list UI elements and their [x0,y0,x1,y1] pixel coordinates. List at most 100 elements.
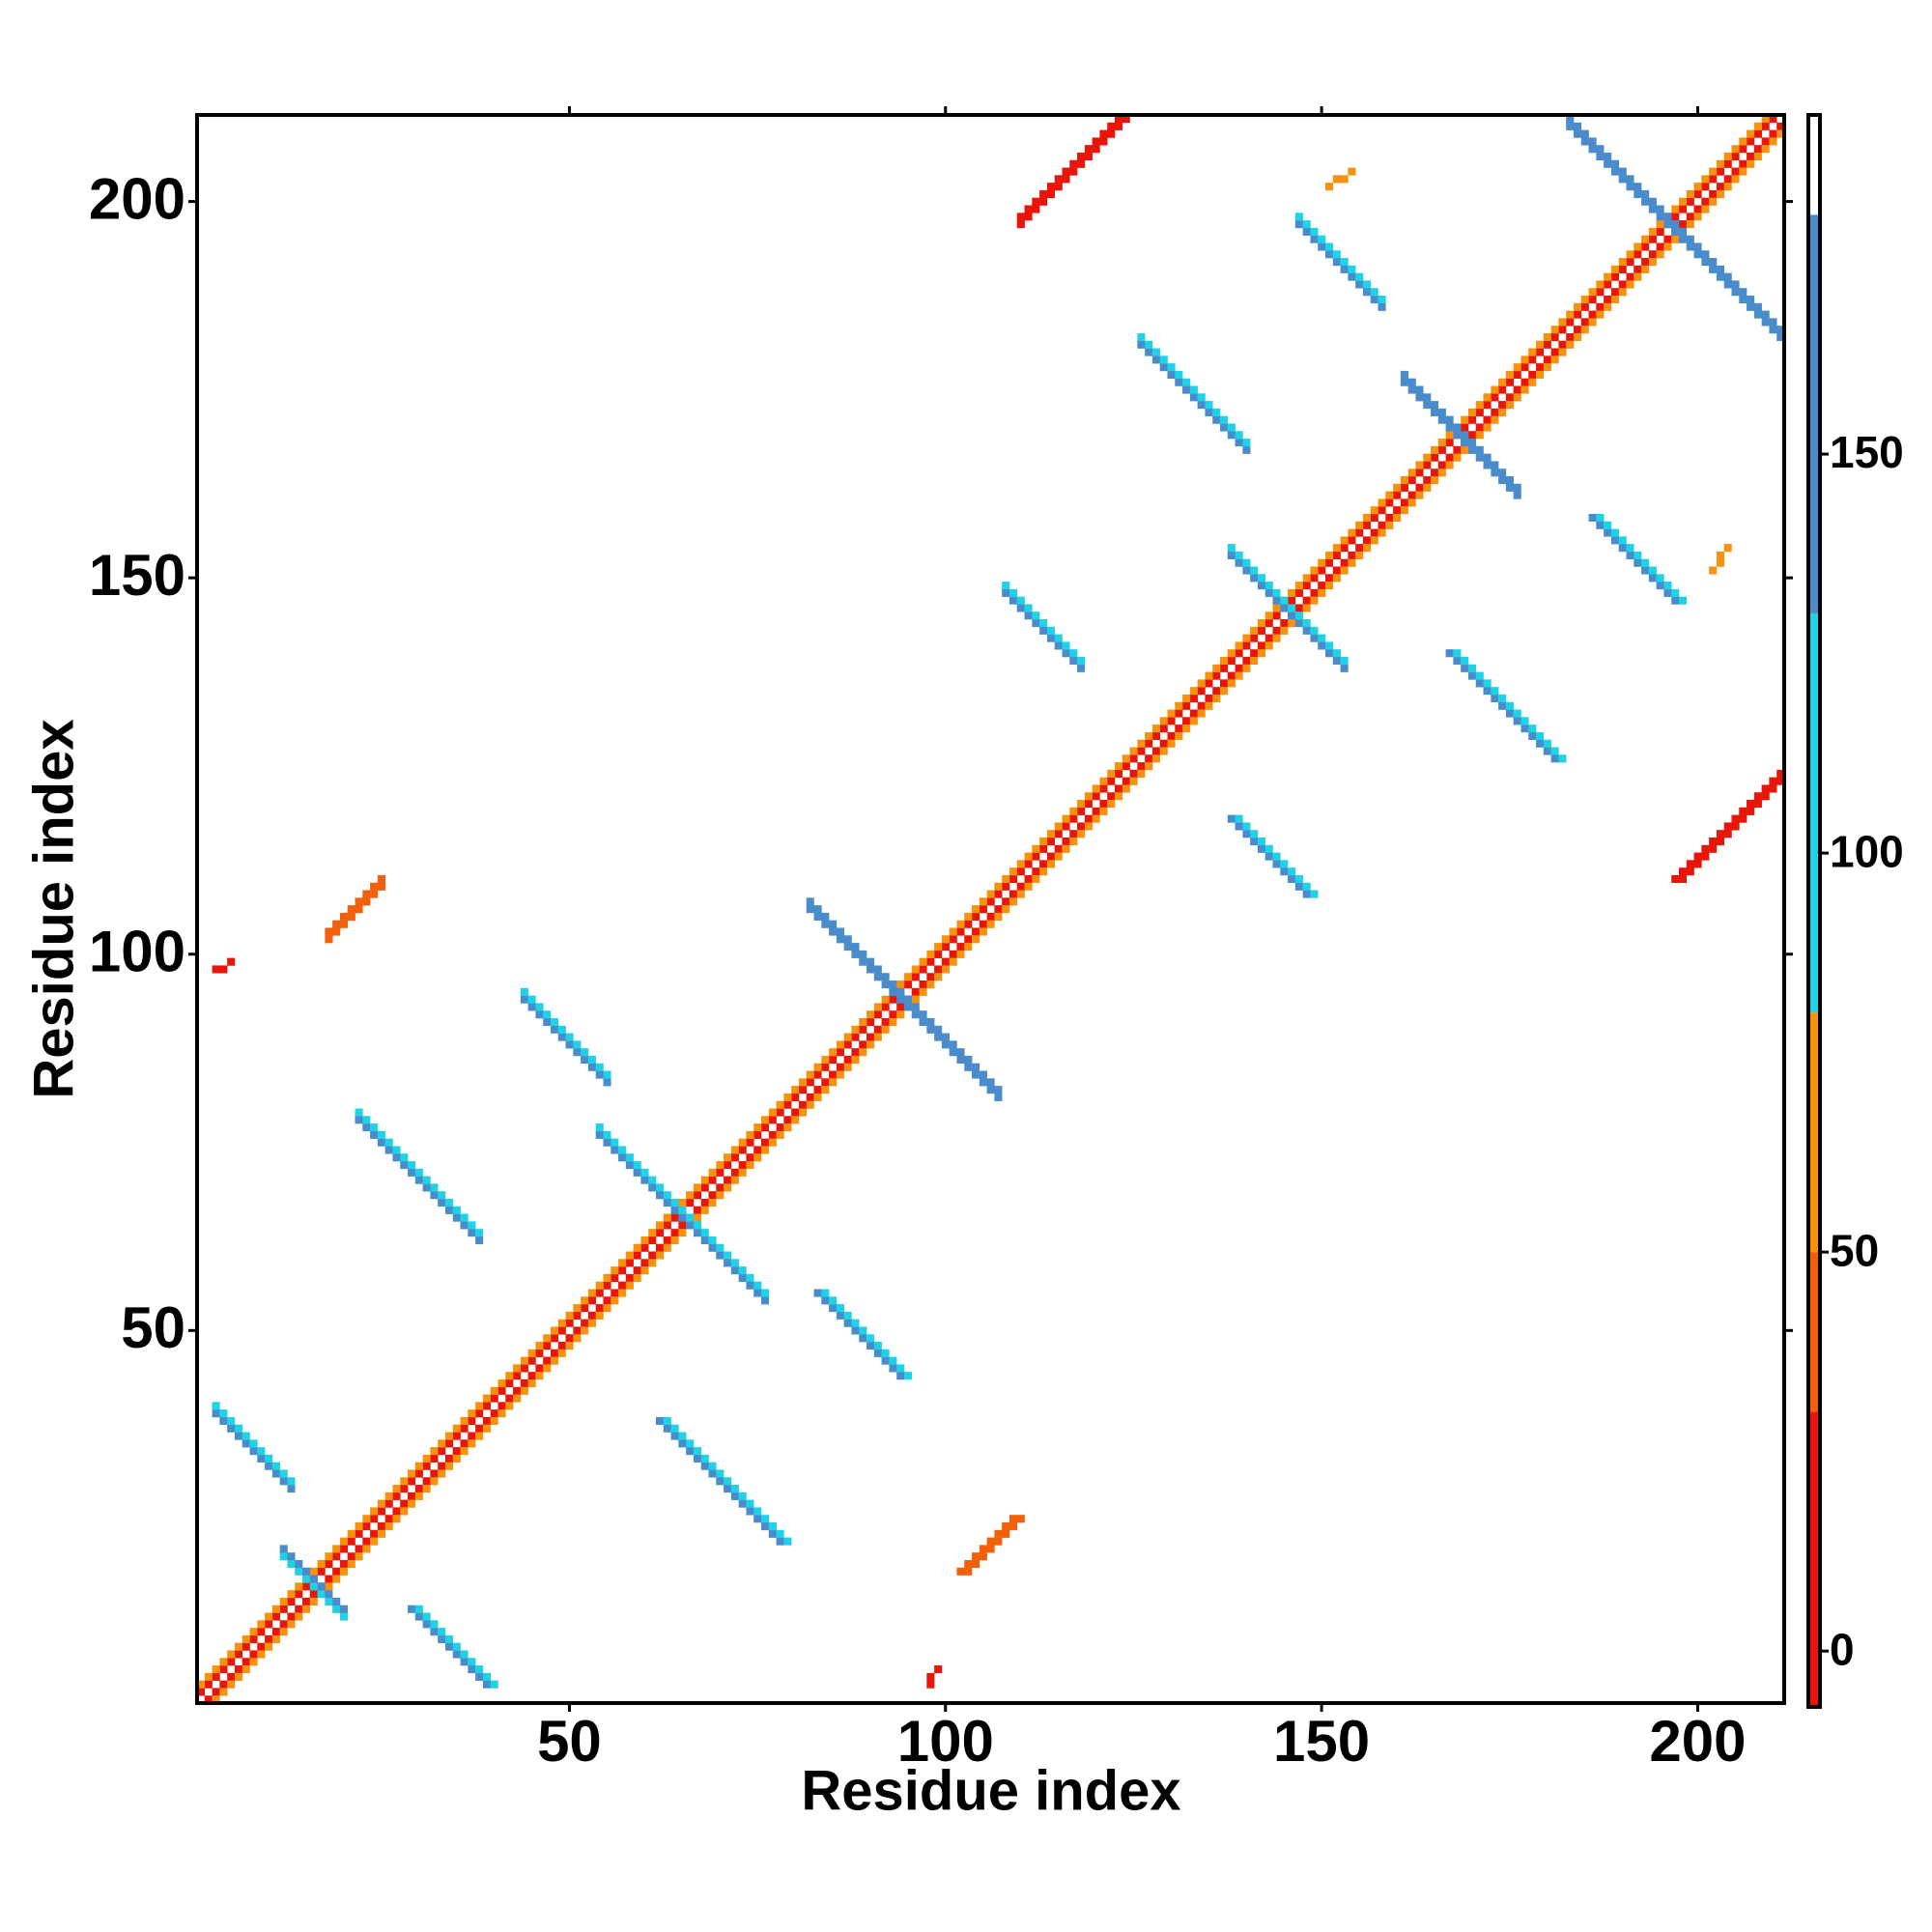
heatmap-cell [1483,401,1492,410]
heatmap-cell [1626,272,1634,281]
heatmap-cell [1145,731,1153,740]
heatmap-cell [1325,582,1334,590]
heatmap-cell [1046,830,1055,838]
heatmap-cell [475,1432,484,1440]
heatmap-cell [1626,280,1634,289]
heatmap-cell [1092,137,1100,146]
heatmap-cell [1475,408,1484,416]
heatmap-cell [1686,197,1694,206]
heatmap-cell [1445,439,1454,447]
heatmap-cell [941,957,950,966]
heatmap-cell [1483,393,1492,402]
heatmap-cell [1648,235,1657,243]
heatmap-cell [753,1130,762,1139]
heatmap-cell [821,1296,830,1305]
heatmap-cell [1272,852,1281,861]
heatmap-cells [197,115,1785,1704]
heatmap-cell [1415,393,1424,402]
heatmap-cell [1634,189,1642,199]
heatmap-cell [309,1590,318,1599]
heatmap-cell [881,973,890,981]
y-axis-label: Residue index [22,719,85,1098]
heatmap-cell [911,1010,920,1019]
heatmap-cell [1062,837,1070,846]
heatmap-cell [257,1628,266,1636]
heatmap-cell [1340,558,1349,567]
heatmap-cell [1656,220,1664,229]
heatmap-cell [279,1620,288,1629]
heatmap-cell [234,1672,243,1681]
heatmap-cell [618,1289,627,1297]
heatmap-cell [1219,687,1229,696]
heatmap-cell [1580,129,1589,138]
heatmap-cell [1761,310,1770,319]
heatmap-cell [926,1672,935,1681]
heatmap-cell [625,1273,634,1282]
heatmap-cell [881,1349,890,1357]
heatmap-cell [309,1582,318,1591]
heatmap-cell [700,1236,709,1245]
heatmap-cell [468,1221,476,1230]
heatmap-cell [851,1025,860,1034]
heatmap-cell [1250,837,1259,846]
heatmap-cell [919,965,927,974]
heatmap-cell [1069,830,1078,838]
heatmap-cell [776,1123,784,1132]
heatmap-cell [648,1176,657,1184]
heatmap-cell [1648,258,1657,267]
heatmap-cell [234,1424,243,1433]
heatmap-cell [1107,769,1116,778]
heatmap-cell [611,1266,619,1275]
heatmap-cell [1362,288,1372,297]
heatmap-cell [1701,175,1710,184]
heatmap-cell [1009,867,1018,876]
y-tick-label: 150 [89,543,185,608]
heatmap-cell [1189,694,1198,703]
heatmap-cell [1280,619,1289,628]
heatmap-cell [1235,822,1243,831]
colorbar-tick-label: 0 [1830,1624,1855,1674]
heatmap-cell [1002,905,1010,914]
heatmap-cell [1580,318,1589,327]
heatmap-cell [1235,431,1243,440]
heatmap-cell [1318,235,1326,243]
heatmap-cell [994,890,1003,898]
heatmap-cell [1325,242,1334,251]
heatmap-cell [716,1243,724,1252]
heatmap-cell [693,1213,702,1222]
heatmap-cell [1550,355,1559,364]
heatmap-cell [708,1469,717,1478]
heatmap-cell [1610,295,1619,304]
heatmap-cell [964,1063,973,1071]
heatmap-cell [806,1070,814,1079]
heatmap-cell [1145,340,1153,349]
heatmap-cell [1197,393,1206,402]
heatmap-cell [1731,280,1740,289]
heatmap-cell [678,1213,687,1222]
heatmap-cell [776,1130,784,1139]
heatmap-cell [700,1176,709,1184]
colorbar-segment [1808,613,1820,1013]
heatmap-cell [1753,129,1762,138]
heatmap-cell [1716,183,1725,191]
heatmap-cell [1167,717,1176,725]
heatmap-cell [1769,115,1777,124]
heatmap-cell [527,995,536,1004]
heatmap-cell [482,1402,491,1410]
heatmap-cell [249,1634,258,1643]
heatmap-cell [1099,800,1108,809]
heatmap-cell [265,1462,273,1470]
heatmap-cell [1054,641,1063,650]
heatmap-cell [791,1093,800,1101]
heatmap-cell [1182,717,1191,725]
heatmap-cell [242,1658,250,1666]
heatmap-cell [783,1123,792,1132]
heatmap-cell [1084,792,1093,801]
heatmap-cell [581,1055,589,1065]
heatmap-cell [1212,671,1221,680]
heatmap-cell [400,1507,409,1516]
heatmap-cell [964,1567,973,1576]
heatmap-cell [1731,814,1740,823]
heatmap-cell [1122,115,1130,124]
heatmap-cell [1355,528,1364,537]
